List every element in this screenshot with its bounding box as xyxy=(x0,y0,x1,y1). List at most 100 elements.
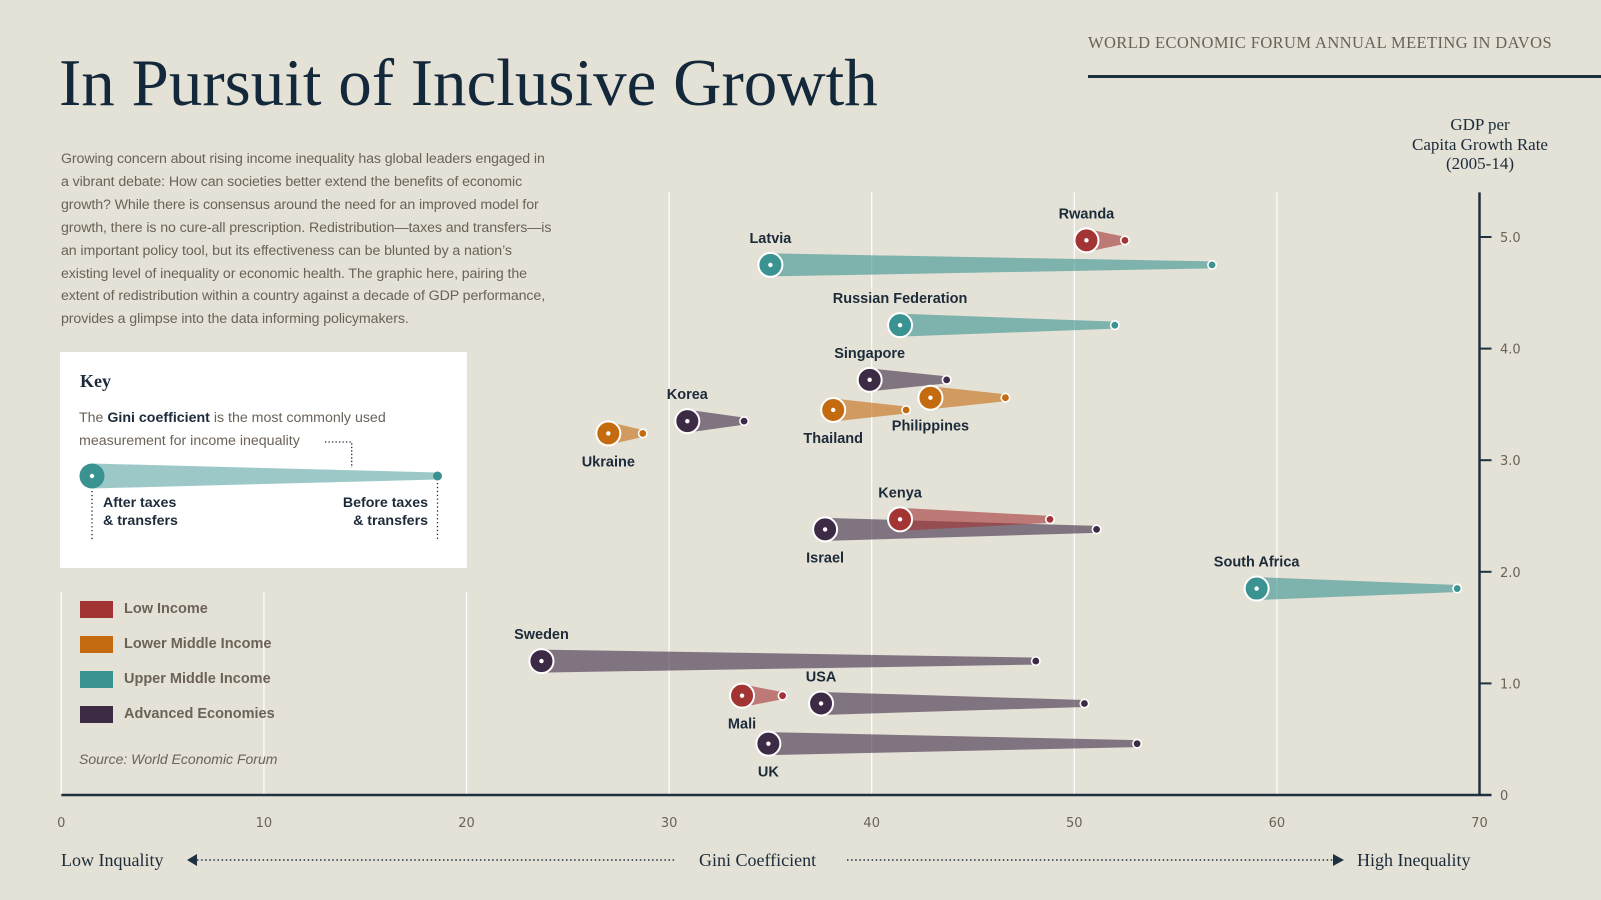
country-label-uk: UK xyxy=(758,765,779,781)
country-label-usa: USA xyxy=(806,669,837,685)
key-before-marker xyxy=(433,471,442,481)
before-tax-dot-thailand xyxy=(901,404,912,415)
before-tax-dot-latvia xyxy=(1207,259,1218,270)
page-title: In Pursuit of Inclusive Growth xyxy=(59,46,878,120)
key-description-line-2: measurement for income inequality xyxy=(79,433,300,449)
x-axis-high-inequality-label: High Inequality xyxy=(1357,850,1471,870)
after-tax-center-russian-federation xyxy=(897,322,903,328)
x-axis-title: Gini Coefficient xyxy=(699,850,817,870)
legend-swatch xyxy=(80,635,113,653)
after-tax-center-singapore xyxy=(867,377,872,383)
tail-latvia xyxy=(770,253,1213,277)
country-label-israel: Israel xyxy=(806,550,844,566)
country-label-sweden: Sweden xyxy=(514,627,569,643)
legend-item-lower-middle-income: Lower Middle Income xyxy=(80,635,271,653)
tail-thailand xyxy=(833,398,907,422)
before-tax-dot-korea xyxy=(739,416,750,427)
after-tax-center-mali xyxy=(739,693,745,698)
legend-label: Advanced Economies xyxy=(124,706,275,722)
after-tax-center-uk xyxy=(766,741,771,746)
legend-item-upper-middle-income: Upper Middle Income xyxy=(80,670,271,688)
x-tick-label: 0 xyxy=(57,816,65,831)
y-axis-title: GDP per Capita Growth Rate (2005-14) xyxy=(1390,115,1570,174)
after-tax-center-usa xyxy=(818,701,824,706)
legend-label: Low Income xyxy=(124,601,208,617)
after-tax-center-rwanda xyxy=(1084,238,1089,243)
bubble-mali xyxy=(729,682,788,709)
bubble-philippines xyxy=(917,384,1011,411)
bubble-usa xyxy=(808,690,1090,717)
intro-line: existing level of inequality or economic… xyxy=(61,265,527,282)
y-tick-label: 1.0 xyxy=(1500,677,1521,692)
country-label-south-africa: South Africa xyxy=(1214,555,1301,571)
x-tick-label: 40 xyxy=(863,816,880,831)
key-after-label: After taxes & transfers xyxy=(103,495,178,530)
before-tax-dot-russian-federation xyxy=(1109,320,1120,331)
bubble-rwanda xyxy=(1073,227,1130,254)
intro-line: a vibrant debate: How can societies bett… xyxy=(61,173,523,190)
source-note: Source: World Economic Forum xyxy=(79,751,278,767)
after-tax-center-south-africa xyxy=(1254,586,1259,591)
intro-line: an important policy tool, but its effect… xyxy=(61,242,512,259)
y-tick-label: 5.0 xyxy=(1500,231,1521,246)
x-tick-label: 50 xyxy=(1066,816,1083,831)
intro-line: provides a glimpse into the data informi… xyxy=(61,311,409,328)
country-label-philippines: Philippines xyxy=(892,419,969,435)
bubble-ukraine xyxy=(595,420,648,447)
key-before-label: Before taxes & transfers xyxy=(343,495,428,530)
legend-item-low-income: Low Income xyxy=(80,600,208,618)
x-tick-label: 20 xyxy=(458,816,475,831)
y-axis-title-line: GDP per xyxy=(1450,115,1510,134)
x-tick-label: 60 xyxy=(1269,816,1286,831)
after-tax-center-ukraine xyxy=(606,431,611,436)
intro-line: Growing concern about rising income ineq… xyxy=(61,151,545,167)
legend-label: Lower Middle Income xyxy=(124,636,272,652)
after-tax-center-korea xyxy=(685,418,690,424)
x-tick-label: 10 xyxy=(256,816,273,831)
country-label-ukraine: Ukraine xyxy=(582,454,635,470)
before-tax-dot-mali xyxy=(777,690,788,701)
key-text-suffix: is the most commonly used xyxy=(209,410,386,426)
tail-singapore xyxy=(869,368,947,392)
key-pointer-dotted-line xyxy=(325,441,353,468)
bubble-sweden xyxy=(528,648,1041,675)
key-description-line-1: The Gini coefficient is the most commonl… xyxy=(79,409,386,427)
key-term-gini: Gini coefficient xyxy=(107,410,210,426)
tail-uk xyxy=(768,732,1138,756)
country-label-rwanda: Rwanda xyxy=(1059,206,1116,222)
bubble-tails xyxy=(541,228,1458,756)
arrow-left-icon xyxy=(187,854,197,866)
before-tax-dot-south-africa xyxy=(1452,583,1463,594)
before-tax-dot-sweden xyxy=(1030,656,1041,667)
country-labels: Rwanda Latvia Russian Federation Singapore P… xyxy=(514,206,1300,780)
tail-philippines xyxy=(930,386,1006,410)
legend-swatch xyxy=(80,705,113,723)
tail-kenya xyxy=(900,507,1050,531)
x-axis-low-inequality-label: Low Inquality xyxy=(61,850,164,870)
after-tax-center-thailand xyxy=(831,407,836,413)
country-label-kenya: Kenya xyxy=(878,485,922,501)
x-tick-label: 30 xyxy=(661,816,678,831)
arrow-right-icon xyxy=(1333,854,1344,866)
event-header: WORLD ECONOMIC FORUM ANNUAL MEETING IN D… xyxy=(1088,33,1553,52)
bubble-russian-federation xyxy=(887,312,1120,339)
before-tax-dot-kenya xyxy=(1044,514,1055,525)
before-tax-dot-uk xyxy=(1132,738,1143,749)
before-tax-dot-ukraine xyxy=(637,428,648,439)
country-label-russian-federation: Russian Federation xyxy=(833,291,968,307)
bubble-thailand xyxy=(820,396,912,423)
x-tick-label: 70 xyxy=(1471,816,1488,831)
bubble-kenya xyxy=(887,506,1055,533)
bubble-latvia xyxy=(757,251,1218,278)
before-tax-dot-israel xyxy=(1091,524,1102,535)
intro-paragraph: Growing concern about rising income ineq… xyxy=(61,148,601,331)
bubble-korea xyxy=(674,408,750,435)
legend-swatch xyxy=(80,670,113,688)
legend-swatch xyxy=(80,600,113,618)
header-divider xyxy=(1088,75,1601,78)
key-before-label-line: Before taxes xyxy=(342,495,428,511)
y-axis-title-line: (2005-14) xyxy=(1446,154,1514,173)
key-panel: Key The Gini coefficient is the most com… xyxy=(60,352,467,568)
after-tax-center-latvia xyxy=(768,262,773,268)
